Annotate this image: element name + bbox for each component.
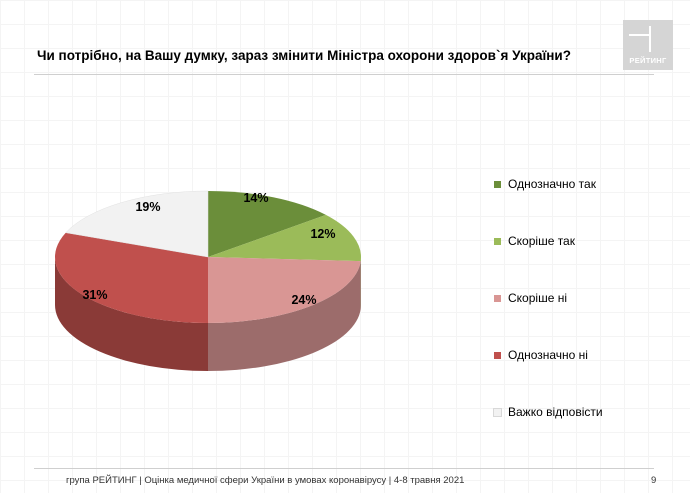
data-label-rather-yes: 12%: [310, 227, 335, 241]
legend-label: Скоріше ні: [508, 291, 567, 305]
footer-divider: [34, 468, 654, 469]
legend-label: Однозначно так: [508, 177, 596, 191]
legend-swatch: [493, 408, 502, 417]
legend-item-rather-yes: Скоріше так: [494, 234, 684, 250]
legend-item-definitely-yes: Однозначно так: [494, 177, 684, 193]
legend-item-definitely-no: Однозначно ні: [494, 348, 684, 364]
legend-item-rather-no: Скоріше ні: [494, 291, 684, 307]
pie-side-rather-no: [208, 261, 361, 371]
legend-item-hard-to-say: Важко відповісти: [493, 405, 684, 421]
legend-swatch: [494, 352, 501, 359]
logo-mark-vertical: [649, 26, 651, 52]
pie-slice-definitely-no: [55, 232, 208, 323]
legend-label: Важко відповісти: [508, 405, 603, 419]
data-label-definitely-yes: 14%: [243, 191, 268, 205]
chart-title: Чи потрібно, на Вашу думку, зараз змінит…: [37, 48, 571, 63]
data-label-definitely-no: 31%: [82, 288, 107, 302]
pie-slice-rather-no: [208, 257, 361, 323]
pie-slice-rather-yes: [208, 214, 361, 262]
data-label-hard-to-say: 19%: [135, 200, 160, 214]
legend-swatch: [494, 238, 501, 245]
data-label-rather-no: 24%: [291, 293, 316, 307]
logo-text: РЕЙТИНГ: [629, 56, 667, 65]
legend-label: Скоріше так: [508, 234, 575, 248]
pie-side-definitely-no: [55, 257, 208, 371]
legend-swatch: [494, 295, 501, 302]
rating-logo: РЕЙТИНГ: [623, 20, 673, 70]
logo-mark-horizontal: [629, 34, 649, 36]
legend-swatch: [494, 181, 501, 188]
footer-text: група РЕЙТИНГ | Оцінка медичної сфери Ук…: [66, 475, 465, 486]
page-number: 9: [651, 475, 657, 486]
legend-label: Однозначно ні: [508, 348, 588, 362]
pie-slice-hard-to-say: [65, 190, 209, 258]
title-divider: [34, 74, 654, 75]
pie-slice-definitely-yes: [208, 191, 326, 257]
